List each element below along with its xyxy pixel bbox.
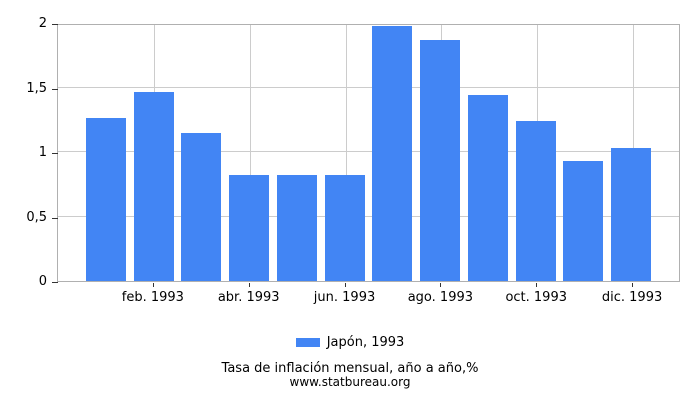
y-gridline [58, 215, 679, 217]
x-axis-label: abr. 1993 [217, 290, 280, 305]
bar-ago-1993 [420, 40, 461, 281]
bar-sep-1993 [467, 95, 508, 281]
x-axis-tick [344, 283, 346, 287]
x-axis-label: ago. 1993 [407, 290, 474, 305]
x-axis-tick [632, 283, 634, 287]
y-gridline [58, 151, 679, 152]
y-axis-tick [52, 217, 58, 219]
legend-label: Japón, 1993 [326, 334, 405, 350]
y-axis-tick [52, 24, 58, 25]
x-axis-label: oct. 1993 [505, 290, 567, 305]
x-gridline [345, 25, 347, 281]
x-axis-tick [152, 283, 154, 287]
bar-may-1993 [276, 174, 317, 281]
y-axis-label: 0,5 [26, 209, 47, 225]
chart-source: www.statbureau.org [289, 375, 411, 389]
x-axis-label: jun. 1993 [313, 290, 376, 305]
legend-swatch [295, 337, 320, 347]
y-axis-tick [52, 282, 58, 283]
x-axis-tick [440, 283, 442, 287]
y-axis-label: 1,5 [26, 80, 47, 96]
bar-abr-1993 [229, 174, 270, 281]
y-axis-label: 1 [38, 145, 47, 160]
y-axis-tick [52, 88, 58, 90]
bar-feb-1993 [133, 91, 174, 281]
y-axis-tick [52, 153, 58, 154]
bar-oct-1993 [515, 121, 556, 281]
x-axis-label: dic. 1993 [601, 290, 663, 305]
y-axis-label: 0 [38, 274, 47, 289]
y-gridline [58, 86, 679, 88]
x-axis-tick [536, 283, 538, 287]
x-axis-tick [248, 283, 250, 287]
bar-jun-1993 [324, 174, 365, 281]
bar-jul-1993 [372, 26, 413, 281]
bar-nov-1993 [563, 160, 604, 281]
bar-mar-1993 [181, 132, 222, 281]
plot-area [57, 24, 680, 282]
chart-title: Tasa de inflación mensual, año a año,% [221, 361, 479, 376]
x-axis-label: feb. 1993 [121, 290, 184, 305]
bar-ene-1993 [85, 118, 126, 281]
bar-dic-1993 [611, 147, 652, 281]
y-axis-label: 2 [38, 16, 47, 31]
legend: Japón, 1993 [0, 334, 700, 350]
x-gridline [249, 25, 251, 281]
